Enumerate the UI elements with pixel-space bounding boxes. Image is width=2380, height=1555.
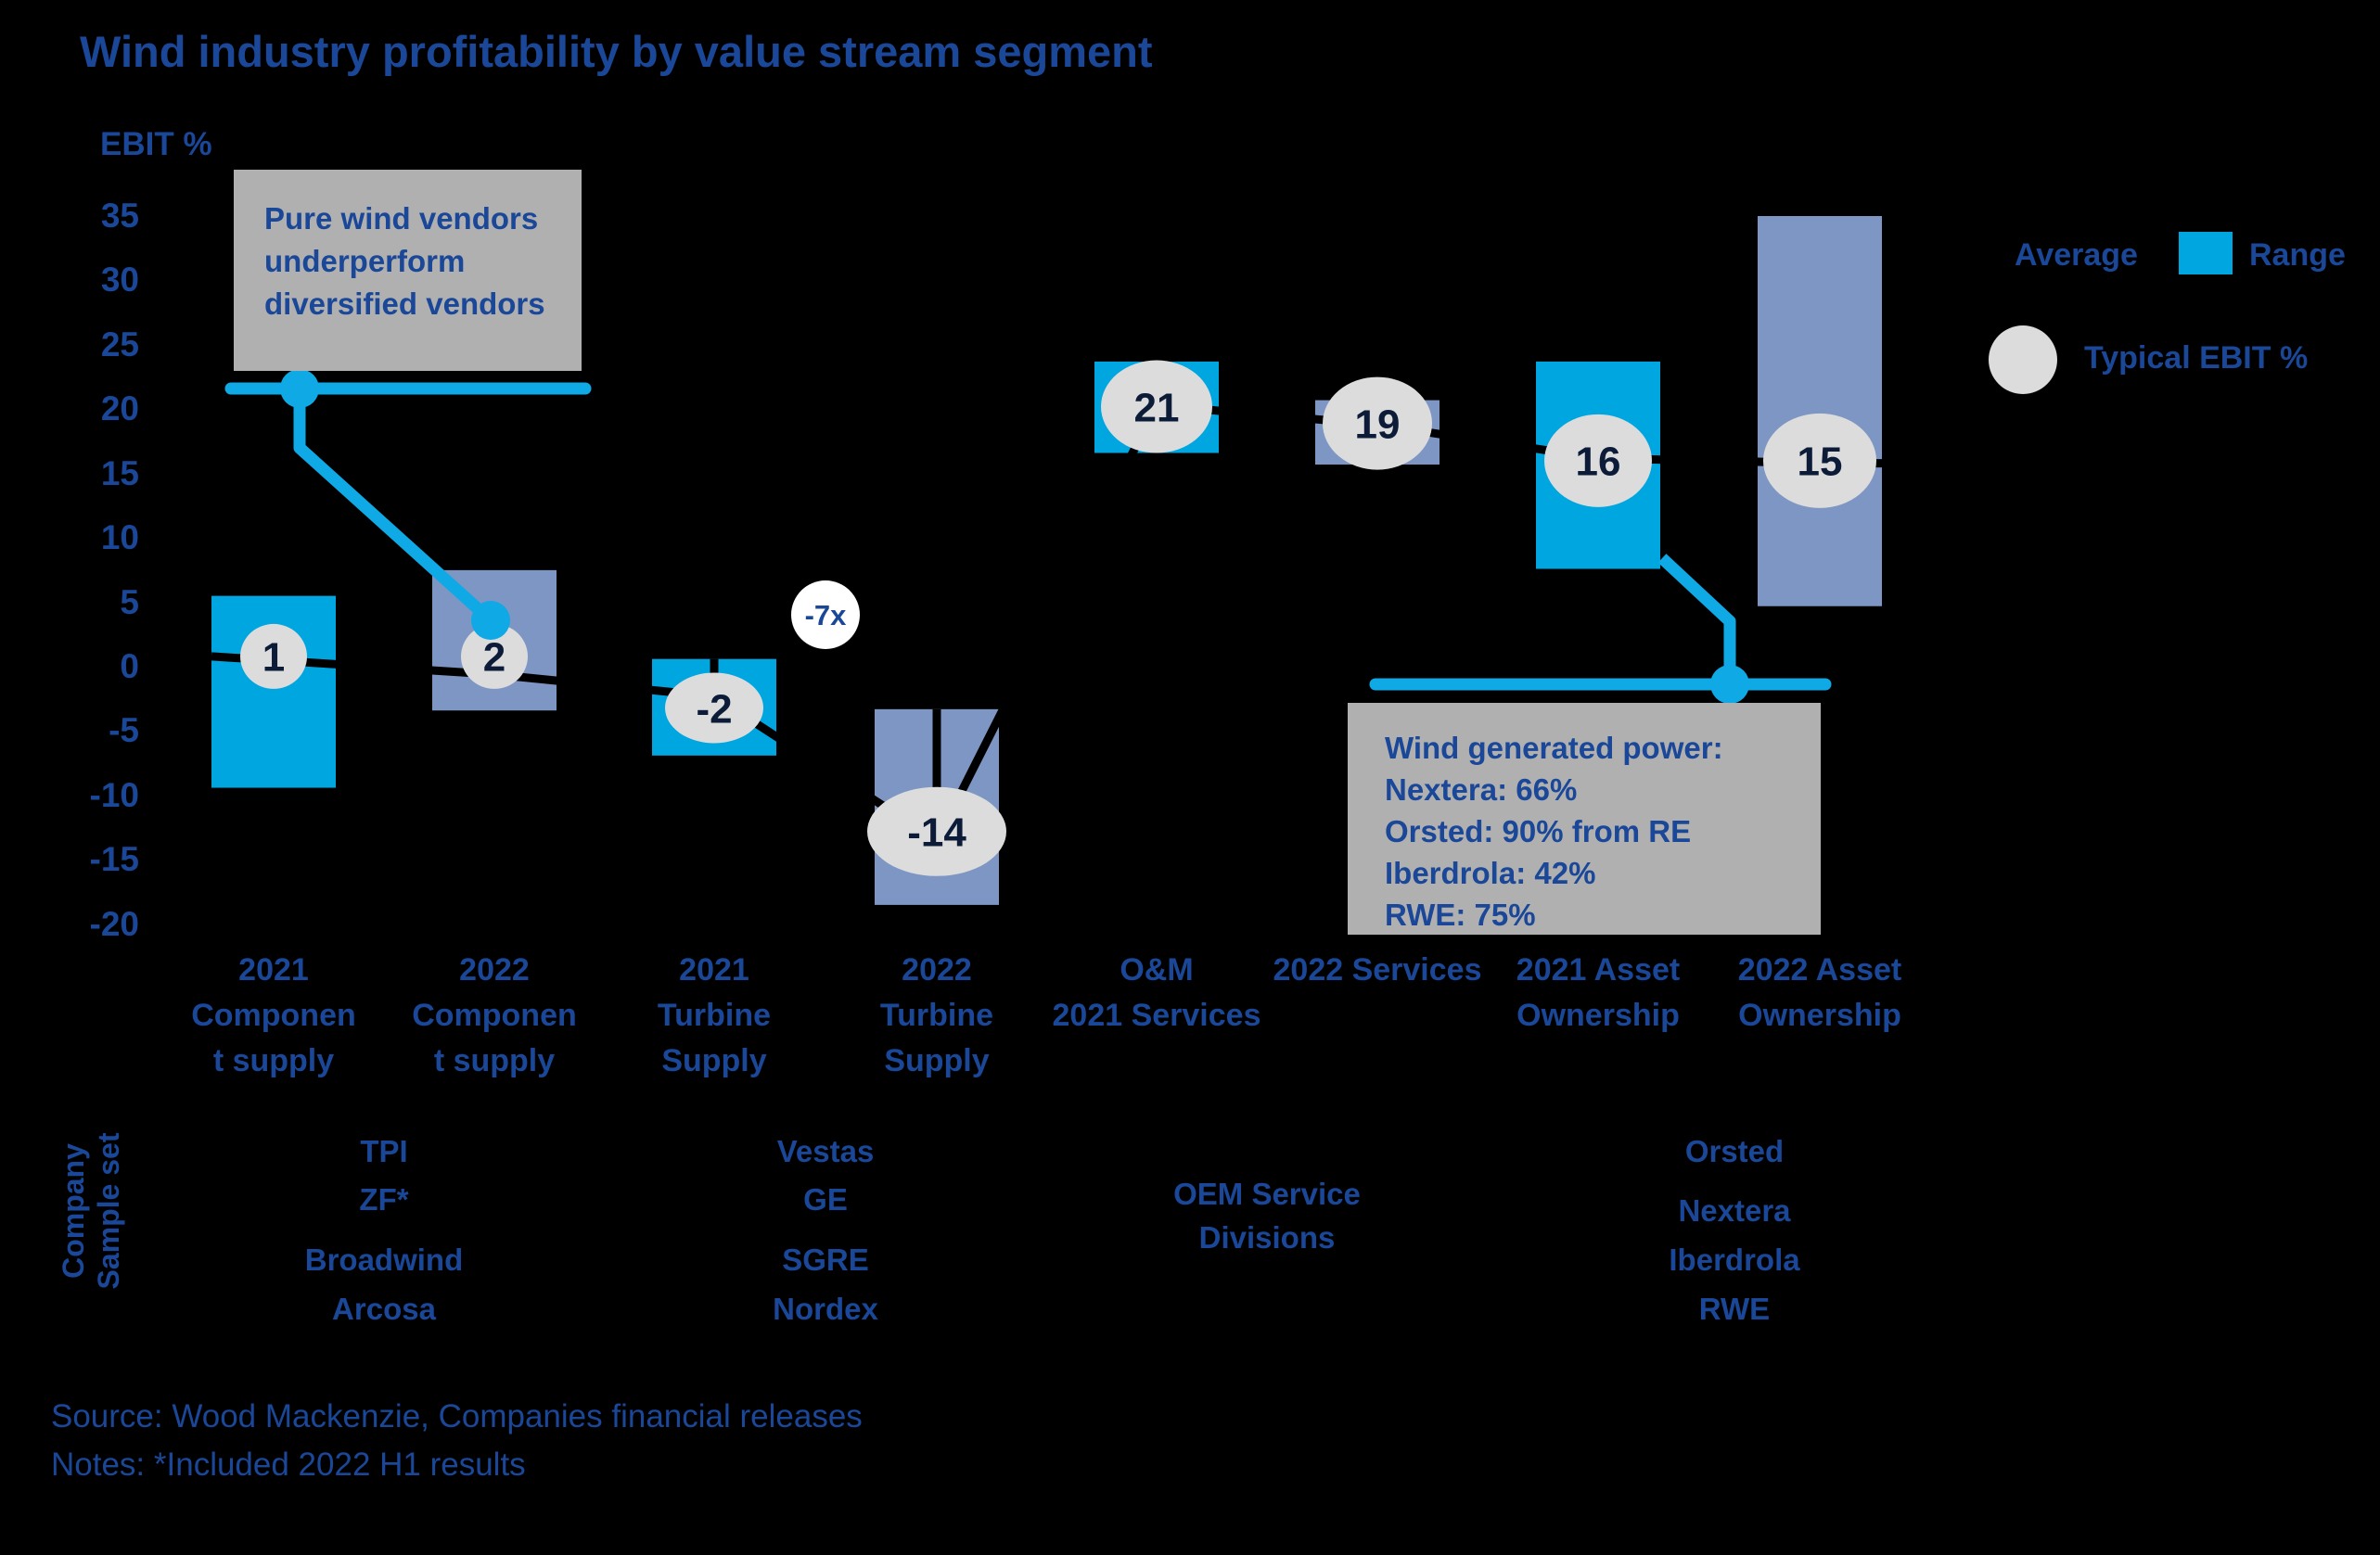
- annotation-line: Wind generated power:: [1385, 731, 1723, 765]
- sample-set-item: Divisions: [1198, 1220, 1336, 1255]
- typical-ebit-circle: [1323, 376, 1432, 470]
- sample-set-item: Nordex: [773, 1292, 878, 1326]
- x-axis-label: O&M 2021 Services: [1052, 952, 1261, 1033]
- legend-average-label: Average: [2015, 237, 2138, 273]
- y-axis-tick: -5: [109, 711, 139, 750]
- y-axis-tick: 5: [120, 582, 139, 621]
- legend-range-swatch: [2179, 232, 2233, 274]
- callout-dot: [280, 369, 319, 408]
- typical-ebit-circle: [1763, 413, 1876, 508]
- typical-ebit-value: 21: [1134, 385, 1180, 430]
- legend-typical-ebit-label: Typical EBIT %: [2084, 340, 2309, 376]
- sample-set-item: Vestas: [776, 1134, 875, 1168]
- typical-ebit-circle: [1544, 414, 1652, 507]
- x-axis-label: 2021 Componen t supply: [191, 952, 356, 1078]
- typical-ebit-circle: [665, 672, 763, 744]
- legend-typical-ebit-swatch: [1989, 325, 2057, 394]
- annotation-line: diversified vendors: [264, 287, 545, 321]
- y-axis-tick: 30: [100, 261, 139, 300]
- sample-set-item: TPI: [360, 1134, 408, 1168]
- annotation-line: Orsted: 90% from RE: [1385, 814, 1692, 848]
- typical-ebit-value: 19: [1355, 401, 1401, 447]
- y-axis-title: EBIT %: [100, 126, 212, 162]
- x-axis-label: 2022 Asset Ownership: [1737, 952, 1902, 1033]
- typical-ebit-value: -2: [696, 686, 732, 732]
- sample-set-item: Iberdrola: [1669, 1243, 1800, 1277]
- sample-set-item: Orsted: [1684, 1134, 1785, 1168]
- typical-ebit-value: 1: [262, 635, 285, 681]
- annotation-line: Iberdrola: 42%: [1385, 856, 1596, 890]
- x-axis-label: 2021 Asset Ownership: [1516, 952, 1681, 1033]
- y-axis-tick: 10: [100, 518, 139, 557]
- annotation-wind-generated-power: Wind generated power: Nextera: 66% Orsted:…: [1348, 703, 1821, 935]
- typical-ebit-circle: [461, 623, 528, 689]
- company-sample-set-axis-label: Company Sample set: [57, 1132, 125, 1290]
- callout-connector: [1657, 554, 1736, 684]
- x-axis-label: 2022 Services: [1273, 952, 1482, 988]
- callout-dot: [1710, 665, 1749, 704]
- typical-ebit-value: 15: [1798, 440, 1843, 485]
- y-axis-tick: -10: [89, 775, 139, 814]
- callout-connector: [293, 389, 495, 625]
- range-bar: [1758, 216, 1882, 606]
- average-line: [211, 401, 1882, 845]
- typical-ebit-value: 16: [1576, 440, 1621, 485]
- legend-average-line-swatch: [1959, 252, 2003, 261]
- typical-ebit-circle: [240, 623, 307, 689]
- x-axis-label: 2022 Componen t supply: [412, 952, 577, 1078]
- sample-set-item: OEM Service: [1173, 1177, 1361, 1211]
- annotation-line: Nextera: 66%: [1385, 772, 1578, 807]
- sample-set-item: Nextera: [1678, 1193, 1791, 1228]
- sample-set-item: SGRE: [782, 1243, 869, 1277]
- callout-dot: [471, 601, 510, 640]
- y-axis-tick: 25: [100, 325, 139, 363]
- page-title: Wind industry profitability by value str…: [80, 27, 1153, 76]
- x-axis-label: 2022 Turbine Supply: [879, 952, 994, 1078]
- y-axis-tick: 15: [100, 453, 139, 492]
- sample-set-item: GE: [803, 1182, 848, 1217]
- typical-ebit-value: 2: [483, 635, 505, 681]
- y-axis-tick: 0: [120, 647, 139, 685]
- typical-ebit-value: -14: [907, 810, 966, 856]
- sample-set-item: RWE: [1698, 1292, 1771, 1326]
- sample-set-item: ZF*: [359, 1182, 409, 1217]
- y-axis-tick: -15: [89, 840, 139, 879]
- footnote: Notes: *Included 2022 H1 results: [51, 1447, 526, 1483]
- annotation-line: underperform: [264, 244, 466, 278]
- multiplier-value: -7x: [805, 599, 848, 631]
- sample-set-item: Arcosa: [332, 1292, 436, 1326]
- source-note: Source: Wood Mackenzie, Companies financ…: [51, 1398, 863, 1434]
- typical-ebit-circle: [867, 786, 1006, 876]
- multiplier-badge: [791, 580, 860, 649]
- y-axis-tick: 35: [100, 197, 139, 235]
- annotation-line: RWE: 75%: [1385, 898, 1536, 932]
- legend-range-label: Range: [2249, 237, 2346, 273]
- sample-set-item: Broadwind: [304, 1243, 464, 1277]
- annotation-pure-wind: Pure wind vendors underperform diversified…: [234, 170, 582, 371]
- y-axis-tick: 20: [100, 389, 139, 428]
- y-axis-tick: -20: [89, 904, 139, 943]
- typical-ebit-circle: [1101, 360, 1212, 453]
- annotation-line: Pure wind vendors: [264, 201, 539, 236]
- x-axis-label: 2021 Turbine Supply: [657, 952, 772, 1078]
